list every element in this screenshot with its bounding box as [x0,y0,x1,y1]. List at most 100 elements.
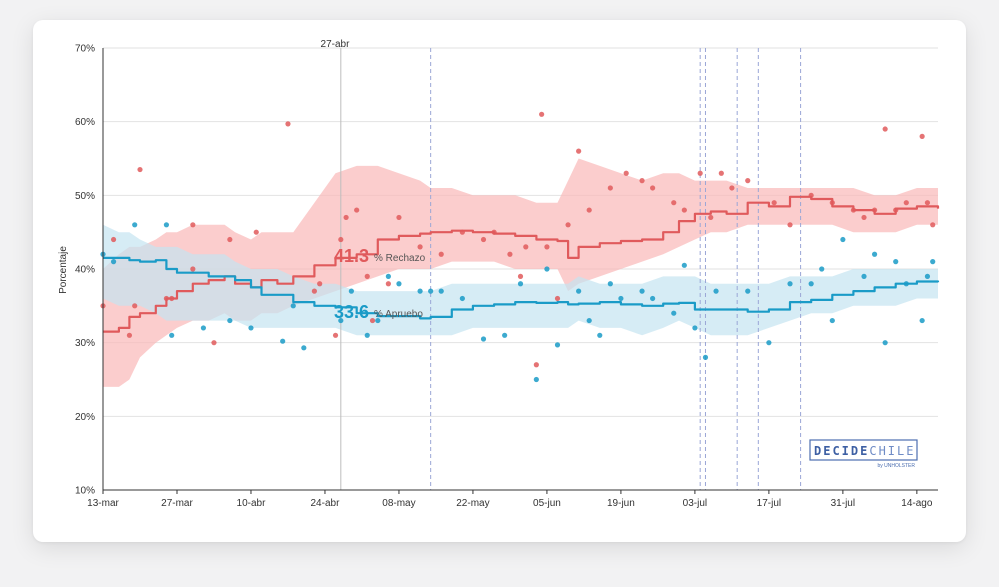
band-apruebo [103,224,938,336]
point-rechazo [126,332,133,338]
point-apruebo [819,266,825,272]
point-apruebo [787,281,793,287]
point-rechazo [507,251,513,257]
point-rechazo [396,214,402,221]
point-rechazo [190,266,196,272]
point-rechazo [671,200,677,206]
point-apruebo [702,354,709,360]
point-apruebo [882,340,888,346]
point-rechazo [110,236,117,243]
point-apruebo [459,295,465,302]
point-apruebo [163,222,170,228]
point-apruebo [829,317,835,324]
band-rechazo [103,158,938,387]
point-apruebo [502,332,508,338]
point-rechazo [369,317,376,324]
point-apruebo [650,295,656,302]
x-tick-label: 10-abr [237,498,267,509]
point-rechazo [317,281,323,287]
x-tick-label: 19-jun [607,498,635,509]
tick-labels: 10% 20% 30% 40% 50% 60% 70% 13-mar 27-mar 10-abr 2… [75,44,933,510]
point-rechazo [417,244,423,250]
line-apruebo [103,256,940,320]
x-tick-label: 13-mar [87,498,119,509]
point-apruebo [301,345,307,351]
point-rechazo [480,236,487,243]
point-rechazo [586,207,592,213]
point-apruebo [808,281,814,287]
point-apruebo [692,325,698,331]
point-rechazo [771,200,777,206]
point-rechazo [787,222,793,228]
point-rechazo [438,251,444,257]
point-rechazo [729,185,735,191]
point-rechazo [517,273,524,279]
point-apruebo [517,281,524,287]
point-apruebo [375,317,381,324]
point-rechazo [623,170,629,176]
point-apruebo [681,262,687,268]
point-apruebo [618,295,624,302]
point-rechazo [930,222,936,228]
point-apruebo [428,288,434,294]
point-rechazo [385,281,391,287]
point-rechazo [639,178,645,184]
logo-light: CHILE [869,444,915,458]
point-rechazo [285,121,291,127]
point-apruebo [861,273,867,279]
point-rechazo [544,244,550,250]
point-apruebo [132,222,138,228]
apruebo-label: % Apruebo [374,309,423,320]
point-rechazo [227,236,233,243]
point-rechazo [882,126,888,132]
logo-bold: DECIDE [814,444,869,458]
point-apruebo [227,317,233,324]
x-tick-label: 22-may [456,498,489,509]
point-apruebo [671,310,677,316]
point-apruebo [713,288,719,294]
rechazo-label: % Rechazo [374,253,426,264]
axes [102,48,938,494]
point-apruebo [533,376,539,383]
y-tick-label: 30% [75,338,95,349]
point-rechazo [343,214,349,221]
x-tick-label: 31-jul [831,498,855,509]
point-apruebo [639,288,645,294]
line-rechazo [103,195,940,333]
point-rechazo [650,185,656,191]
point-rechazo [211,340,217,346]
event-lines [340,48,802,490]
apruebo-value: 33.6 [334,302,369,322]
point-apruebo [766,340,772,346]
y-tick-label: 40% [75,265,95,276]
y-tick-label: 50% [75,191,95,202]
x-tick-label: 05-jun [533,498,561,509]
point-apruebo [348,288,354,294]
point-rechazo [332,332,339,338]
point-rechazo [607,185,613,191]
x-tick-label: 24-abr [311,498,341,509]
point-apruebo [280,338,286,344]
point-apruebo [364,332,370,338]
poll-points [100,111,936,383]
point-rechazo [364,273,370,279]
point-apruebo [919,317,925,324]
point-apruebo [586,317,592,324]
y-tick-label: 10% [75,486,95,497]
point-rechazo [539,111,545,117]
point-apruebo [438,288,444,294]
decidechile-logo: DECIDECHILE by UNHOLSTER [809,439,918,469]
y-axis-title: Porcentaje [58,246,69,294]
event-label: 27-abr [321,39,351,50]
point-rechazo [533,362,539,368]
point-rechazo [253,229,259,235]
point-rechazo [338,236,344,243]
point-apruebo [607,281,613,287]
point-rechazo [718,170,724,176]
point-rechazo [903,200,909,206]
point-rechazo [745,178,751,184]
point-rechazo [919,133,925,139]
apruebo-annotation: 33.6 % Apruebo [334,302,423,322]
point-rechazo [576,148,582,154]
point-rechazo [311,288,317,294]
